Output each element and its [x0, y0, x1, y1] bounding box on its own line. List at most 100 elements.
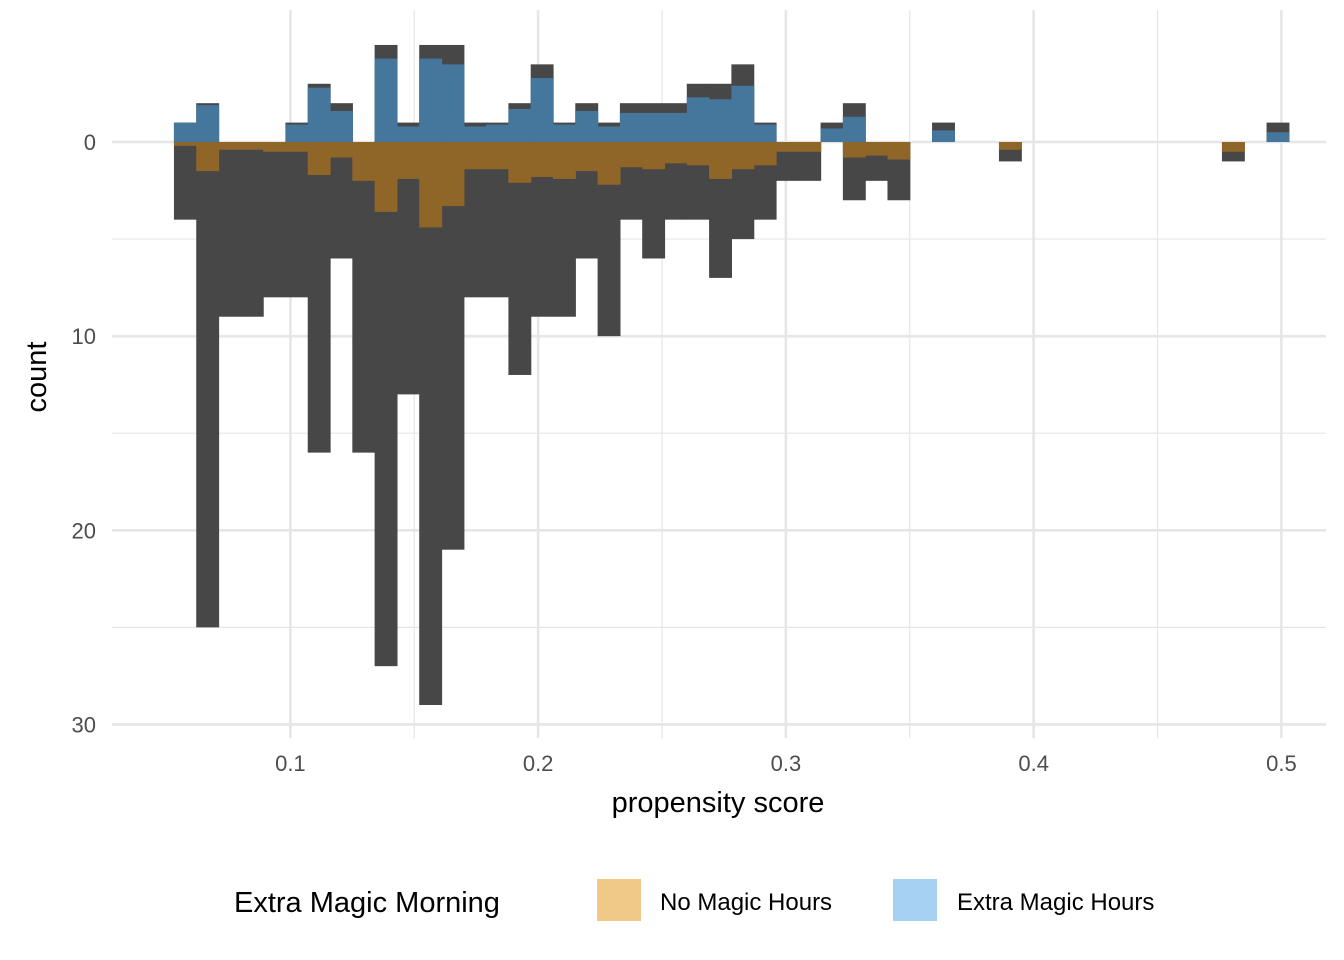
bar-no-magic-unweighted — [597, 142, 621, 337]
bar-no-magic-unweighted — [396, 142, 420, 395]
bar-no-magic-weighted — [196, 142, 220, 172]
bar-extra-magic-weighted — [463, 126, 487, 143]
bar-extra-magic-weighted — [441, 64, 465, 143]
bar-no-magic-weighted — [709, 142, 732, 179]
bar-no-magic-unweighted — [463, 142, 487, 298]
bar-no-magic-weighted — [352, 142, 376, 181]
y-tick-label: 20 — [72, 518, 96, 543]
bar-no-magic-unweighted — [530, 142, 554, 317]
bar-no-magic-unweighted — [263, 142, 287, 298]
bar-no-magic-weighted — [753, 142, 777, 166]
bar-no-magic-weighted — [887, 142, 911, 160]
bar-no-magic-unweighted — [419, 142, 443, 705]
bar-extra-magic-weighted — [753, 124, 777, 143]
bar-no-magic-weighted — [486, 142, 510, 170]
bar-no-magic-weighted — [575, 142, 599, 172]
bar-extra-magic-weighted — [731, 85, 755, 143]
bar-no-magic-weighted — [664, 142, 688, 164]
bar-extra-magic-weighted — [842, 116, 866, 143]
y-tick-label: 30 — [72, 712, 96, 737]
x-tick-label: 0.2 — [523, 751, 554, 776]
y-tick-label: 0 — [84, 130, 96, 155]
bar-no-magic-weighted — [441, 142, 465, 207]
bar-extra-magic-weighted — [686, 97, 710, 143]
bar-no-magic-weighted — [597, 142, 621, 185]
bar-extra-magic-weighted — [642, 112, 666, 143]
bar-no-magic-weighted — [731, 142, 755, 170]
bar-no-magic-weighted — [263, 142, 287, 152]
bar-no-magic-unweighted — [352, 142, 376, 453]
bar-no-magic-weighted — [998, 142, 1022, 150]
bar-extra-magic-weighted — [932, 130, 955, 143]
bar-no-magic-unweighted — [218, 142, 242, 317]
legend-title: Extra Magic Morning — [234, 887, 500, 919]
bar-no-magic-unweighted — [441, 142, 465, 550]
bar-no-magic-weighted — [330, 142, 353, 158]
bar-extra-magic-weighted — [419, 58, 443, 143]
x-tick-label: 0.3 — [771, 751, 802, 776]
bar-no-magic-weighted — [1221, 142, 1245, 152]
bar-no-magic-weighted — [686, 142, 710, 166]
bar-extra-magic-weighted — [530, 77, 554, 143]
bar-no-magic-unweighted — [240, 142, 264, 317]
bar-no-magic-unweighted — [307, 142, 331, 453]
bar-no-magic-weighted — [285, 142, 309, 152]
legend-swatch-extra-magic-hours — [893, 879, 937, 921]
bar-no-magic-unweighted — [374, 142, 398, 667]
legend: Extra Magic Morning No Magic Hours Extra… — [234, 879, 1154, 921]
x-tick-label: 0.4 — [1018, 751, 1049, 776]
bar-extra-magic-weighted — [173, 122, 197, 143]
bar-no-magic-unweighted — [642, 142, 666, 259]
bar-extra-magic-weighted — [196, 105, 220, 143]
bar-no-magic-unweighted — [330, 142, 353, 259]
bar-no-magic-weighted — [463, 142, 487, 170]
bar-extra-magic-weighted — [597, 126, 621, 143]
bar-no-magic-weighted — [553, 142, 576, 179]
histogram-bars — [173, 44, 1290, 705]
bar-no-magic-weighted — [374, 142, 398, 212]
bar-no-magic-weighted — [240, 142, 264, 150]
bar-extra-magic-weighted — [486, 124, 510, 143]
bar-no-magic-weighted — [775, 142, 799, 152]
bar-extra-magic-weighted — [709, 99, 732, 143]
x-axis-ticks: 0.1 0.2 0.3 0.4 0.5 — [275, 751, 1297, 776]
bar-no-magic-weighted — [619, 142, 643, 168]
y-tick-label: 10 — [72, 324, 96, 349]
bar-extra-magic-weighted — [553, 124, 576, 143]
bar-no-magic-unweighted — [196, 142, 220, 628]
bar-no-magic-unweighted — [486, 142, 510, 298]
y-axis-ticks: 0 10 20 30 — [72, 130, 96, 737]
bar-extra-magic-weighted — [575, 110, 599, 143]
bar-extra-magic-weighted — [664, 112, 688, 143]
bar-extra-magic-weighted — [1266, 132, 1290, 143]
bar-no-magic-weighted — [530, 142, 554, 177]
bar-extra-magic-weighted — [508, 109, 532, 143]
bar-extra-magic-weighted — [285, 124, 309, 143]
bar-no-magic-unweighted — [508, 142, 532, 375]
y-axis-title: count — [21, 342, 53, 413]
bar-no-magic-weighted — [842, 142, 866, 158]
bar-no-magic-unweighted — [553, 142, 576, 317]
bar-no-magic-weighted — [307, 142, 331, 176]
bar-no-magic-weighted — [396, 142, 420, 179]
bar-no-magic-weighted — [798, 142, 822, 152]
bar-extra-magic-weighted — [307, 87, 331, 143]
bar-extra-magic-weighted — [374, 58, 398, 143]
bar-extra-magic-weighted — [396, 126, 420, 143]
legend-label-extra-magic-hours: Extra Magic Hours — [957, 889, 1154, 916]
bar-no-magic-unweighted — [173, 142, 197, 220]
bar-no-magic-weighted — [642, 142, 666, 170]
bar-no-magic-weighted — [508, 142, 532, 183]
bar-extra-magic-weighted — [330, 110, 353, 143]
bar-no-magic-weighted — [865, 142, 889, 156]
x-axis-title: propensity score — [612, 787, 825, 819]
legend-swatch-no-magic-hours — [597, 879, 641, 921]
bar-no-magic-weighted — [419, 142, 443, 228]
bar-no-magic-unweighted — [285, 142, 309, 298]
bar-extra-magic-weighted — [820, 128, 844, 143]
legend-label-no-magic-hours: No Magic Hours — [660, 889, 832, 916]
x-tick-label: 0.1 — [275, 751, 306, 776]
x-tick-label: 0.5 — [1266, 751, 1297, 776]
bar-no-magic-weighted — [173, 142, 197, 146]
